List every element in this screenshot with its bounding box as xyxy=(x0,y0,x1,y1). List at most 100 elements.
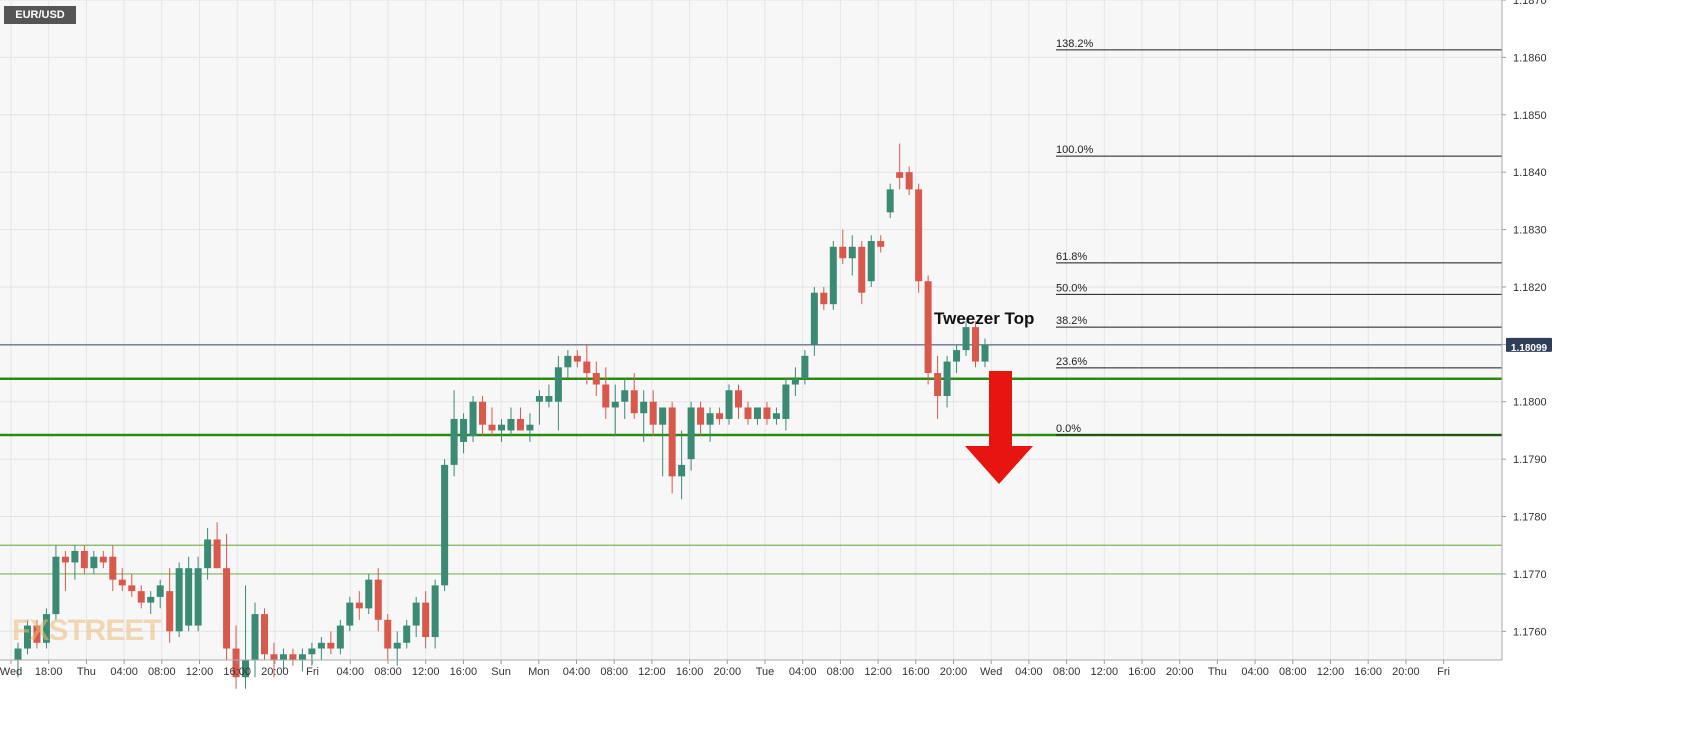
candle-body xyxy=(80,550,88,569)
fib-level-label: 23.6% xyxy=(1056,356,1087,368)
candle-body xyxy=(403,625,411,643)
y-tick-label: 1.1850 xyxy=(1513,110,1547,122)
candle-body xyxy=(137,591,145,603)
y-tick-label: 1.1770 xyxy=(1513,569,1547,581)
candle-body xyxy=(858,246,866,293)
candle-body xyxy=(725,390,733,419)
candle-body xyxy=(194,568,202,626)
x-tick-label: Sun xyxy=(491,666,511,678)
candle-body xyxy=(611,401,619,408)
candle-body xyxy=(498,424,505,431)
x-tick-label: 16:00 xyxy=(223,666,251,678)
candle-body xyxy=(801,355,809,379)
candle-body xyxy=(469,401,477,437)
fibonacci-levels: 138.2% 100.0% 61.8% 50.0% 38.2% 23.6% 0.0% xyxy=(1056,38,1502,436)
candle-body xyxy=(516,418,524,431)
y-tick-label: 1.1790 xyxy=(1513,454,1547,466)
x-tick-label: 20:00 xyxy=(714,666,742,678)
x-tick-label: 08:00 xyxy=(600,666,628,678)
candle-body xyxy=(166,591,174,632)
candle-body xyxy=(583,361,591,374)
y-tick-label: 1.1760 xyxy=(1513,626,1547,638)
x-tick-label: 12:00 xyxy=(638,666,666,678)
x-tick-label: Fri xyxy=(306,666,319,678)
candle-body xyxy=(346,602,354,626)
candle-body xyxy=(308,648,316,655)
x-tick-label: 04:00 xyxy=(110,666,138,678)
x-tick-label: 16:00 xyxy=(902,666,930,678)
candle-body xyxy=(526,424,534,431)
symbol-badge[interactable]: EUR/USD xyxy=(4,6,76,24)
candle-body xyxy=(649,401,657,425)
candle-body xyxy=(535,396,543,402)
candle-body xyxy=(336,625,344,649)
x-tick-label: 20:00 xyxy=(1392,666,1420,678)
candle-body xyxy=(61,556,69,563)
y-tick-label: 1.1820 xyxy=(1513,282,1547,294)
candle-body xyxy=(260,614,268,655)
candle-body xyxy=(317,642,325,649)
fib-level-label: 100.0% xyxy=(1056,144,1094,156)
candle-body xyxy=(460,418,468,442)
y-tick-label: 1.1840 xyxy=(1513,167,1547,179)
candle-body xyxy=(384,619,392,649)
candle-body xyxy=(128,585,136,592)
candle-body xyxy=(298,654,306,660)
x-tick-label: 16:00 xyxy=(450,666,478,678)
candle-body xyxy=(185,568,193,626)
x-tick-label: Tue xyxy=(756,666,775,678)
candle-body xyxy=(327,642,335,649)
tweezer-top-label: Tweezer Top xyxy=(934,309,1034,328)
x-tick-label: Wed xyxy=(980,666,1002,678)
fib-level-label: 61.8% xyxy=(1056,251,1087,263)
candle-body xyxy=(621,390,629,402)
candle-body xyxy=(848,246,856,259)
candle-body xyxy=(981,344,989,362)
x-tick-label: Thu xyxy=(1208,666,1227,678)
x-tick-label: 04:00 xyxy=(789,666,817,678)
x-tick-label: 12:00 xyxy=(1091,666,1119,678)
candle-body xyxy=(204,539,212,569)
candle-body xyxy=(886,189,894,213)
x-tick-label: 04:00 xyxy=(1015,666,1043,678)
candle-body xyxy=(573,355,581,362)
candle-body xyxy=(251,614,259,660)
candle-body xyxy=(109,556,117,580)
fib-level-label: 0.0% xyxy=(1056,423,1081,435)
x-tick-label: Fri xyxy=(1437,666,1450,678)
candle-body xyxy=(507,418,515,431)
candle-body xyxy=(545,396,553,402)
candle-body xyxy=(374,579,382,620)
x-tick-label: 08:00 xyxy=(148,666,176,678)
candle-body xyxy=(697,407,705,425)
x-tick-label: 12:00 xyxy=(412,666,440,678)
fxstreet-watermark: FXSTREET xyxy=(12,614,162,647)
x-tick-label: Wed xyxy=(0,666,22,678)
candle-body xyxy=(365,579,373,609)
candle-body xyxy=(772,413,780,419)
y-tick-label: 1.1780 xyxy=(1513,512,1547,524)
candle-body xyxy=(450,418,458,465)
x-tick-label: 08:00 xyxy=(1053,666,1081,678)
x-tick-label: Mon xyxy=(528,666,549,678)
candle-body xyxy=(782,384,790,419)
x-tick-label: 08:00 xyxy=(1279,666,1307,678)
candle-body xyxy=(99,556,107,563)
candle-body xyxy=(953,350,961,362)
candle-body xyxy=(678,464,686,477)
x-tick-label: 20:00 xyxy=(261,666,289,678)
x-tick-label: 20:00 xyxy=(940,666,968,678)
candle-body xyxy=(915,189,923,282)
candle-body xyxy=(924,281,932,374)
candle-body xyxy=(810,292,818,345)
x-tick-label: 04:00 xyxy=(1241,666,1269,678)
candle-body xyxy=(640,401,648,414)
candle-body xyxy=(431,585,439,638)
x-tick-label: 18:00 xyxy=(35,666,63,678)
x-tick-label: 16:00 xyxy=(1128,666,1156,678)
x-tick-label: 20:00 xyxy=(1166,666,1194,678)
candle-body xyxy=(934,373,942,396)
y-tick-label: 1.1870 xyxy=(1513,0,1547,7)
